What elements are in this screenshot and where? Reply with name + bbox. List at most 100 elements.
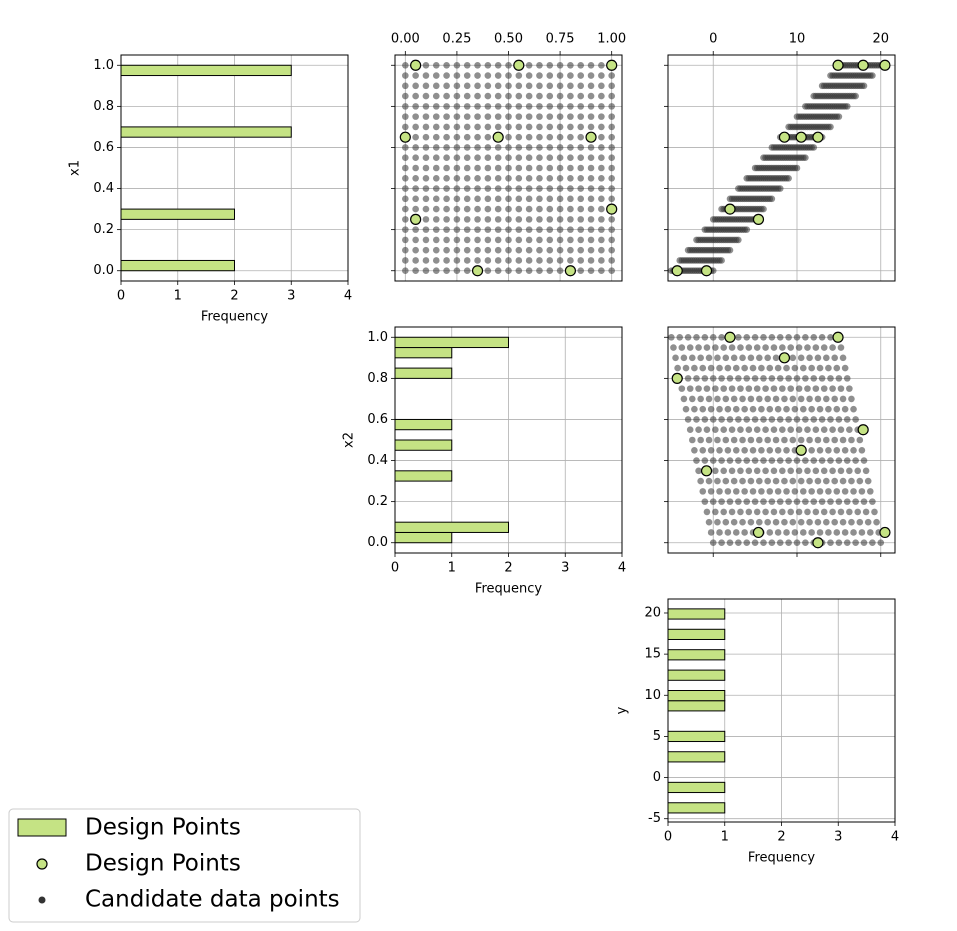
x-tick-label: 0.25 [442,32,471,47]
candidate-point [474,164,481,172]
candidate-point [402,195,409,203]
candidate-point [515,103,523,110]
candidate-point [453,72,461,79]
candidate-point [835,498,843,505]
candidate-point [850,446,857,454]
candidate-point [783,405,790,413]
candidate-point [674,364,681,372]
candidate-point [823,436,830,444]
candidate-point [812,426,820,434]
candidate-point [762,508,769,516]
candidate-point [412,185,419,192]
candidate-point [556,257,564,264]
histogram-bar [667,649,726,661]
candidate-point [577,174,585,182]
candidate-point [682,405,690,413]
candidate-point [697,354,704,362]
candidate-point [705,477,713,485]
candidate-point [820,508,828,516]
candidate-point [751,498,759,505]
candidate-point [422,103,430,110]
candidate-point [402,236,409,244]
candidate-point [587,226,595,233]
candidate-point [823,518,830,526]
candidate-point [587,246,595,254]
candidate-point [827,457,834,464]
candidate-point [835,457,843,464]
candidate-point [546,154,554,162]
candidate-point [770,508,778,516]
candidate-point [678,344,686,351]
candidate-point [608,257,615,264]
candidate-point [412,164,419,172]
candidate-point [412,92,419,100]
candidate-point [827,416,834,423]
candidate-point [732,488,740,495]
candidate-point [741,488,748,495]
candidate-point [797,395,805,403]
candidate-point [680,395,688,403]
candidate-point [536,61,543,69]
x-tick-label: 0.00 [391,32,420,47]
candidate-point [443,205,450,213]
candidate-point [443,236,450,244]
legend: Design Points Design Points Candidate data… [8,808,361,923]
design-point [795,131,807,143]
candidate-point [852,457,859,464]
candidate-point [587,92,595,100]
candidate-point [779,467,786,475]
candidate-point [432,174,440,182]
candidate-point [810,375,818,382]
candidate-point [718,416,725,423]
design-point [879,59,891,71]
candidate-point [412,195,419,203]
x-tick-label: 2 [777,830,785,845]
candidate-point [598,174,605,182]
candidate-point [802,539,809,547]
x-axis-label: Frequency [475,582,542,597]
candidate-point [866,488,874,495]
candidate-point [833,529,841,536]
y-tick-label: 0.2 [367,494,388,509]
candidate-point [764,518,771,526]
candidate-point [412,236,419,244]
candidate-point [827,498,834,505]
candidate-point [546,103,554,110]
candidate-point [577,164,585,172]
candidate-point [402,154,409,162]
candidate-point [837,508,845,516]
candidate-point [720,344,728,351]
candidate-point [770,426,778,434]
candidate-point [422,185,430,192]
candidate-point [688,395,696,403]
candidate-point [577,61,585,69]
y-tick-label: 0.0 [93,263,114,278]
candidate-point [463,246,471,254]
candidate-point [735,375,742,382]
candidate-point [770,344,778,351]
candidate-point [739,477,746,485]
candidate-point [463,216,471,223]
candidate-point [587,61,595,69]
candidate-point [546,144,554,151]
candidate-point [515,236,523,244]
candidate-point [546,123,554,131]
candidate-point [695,467,702,475]
candidate-point [858,446,866,454]
candidate-point [680,354,688,362]
candidate-point [536,113,543,120]
candidate-point [774,488,782,495]
histogram-bar [394,439,453,451]
candidate-point [766,529,774,536]
candidate-point [787,467,795,475]
candidate-point [567,82,574,90]
candidate-point [795,385,803,392]
candidate-point [856,477,864,485]
candidate-point [402,246,409,254]
design-point [606,203,618,215]
candidate-point [699,405,707,413]
candidate-point [781,477,788,485]
candidate-point [709,375,717,382]
candidate-point [693,457,700,464]
candidate-point [525,185,533,192]
